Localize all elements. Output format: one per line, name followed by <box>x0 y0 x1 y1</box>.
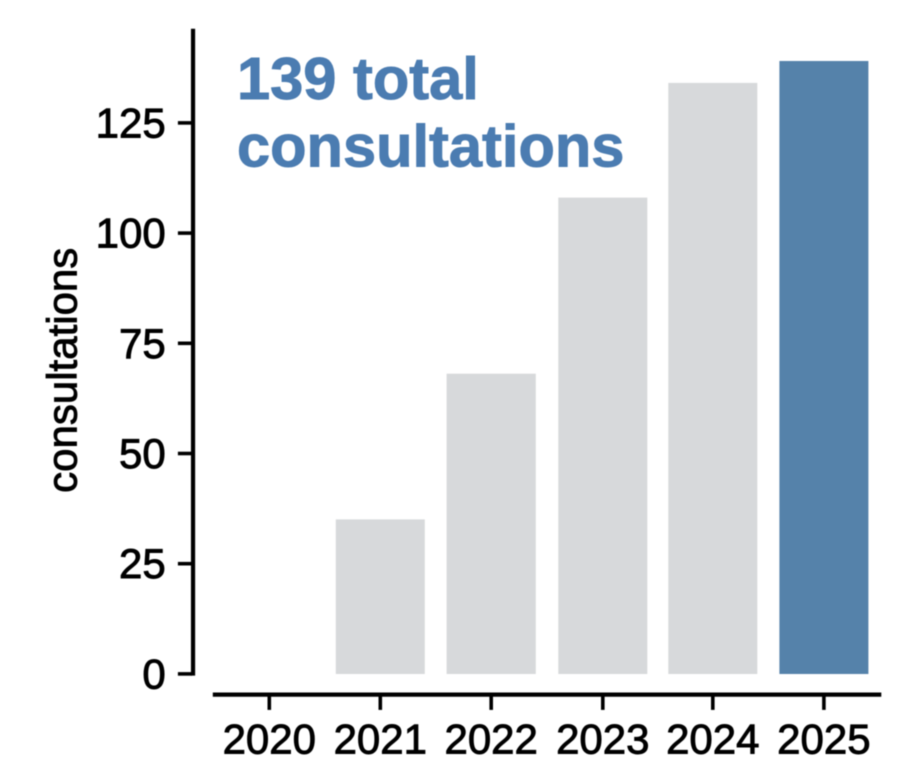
svg-text:consultations: consultations <box>237 113 624 180</box>
svg-text:2022: 2022 <box>444 716 537 763</box>
svg-text:75: 75 <box>119 320 166 367</box>
svg-text:2024: 2024 <box>666 716 759 763</box>
svg-text:100: 100 <box>96 210 166 257</box>
svg-text:139 total: 139 total <box>237 45 479 112</box>
svg-text:2023: 2023 <box>556 716 649 763</box>
svg-text:50: 50 <box>119 430 166 477</box>
svg-text:consultations: consultations <box>38 248 85 493</box>
svg-text:2021: 2021 <box>334 716 427 763</box>
svg-text:0: 0 <box>142 650 165 697</box>
svg-text:2025: 2025 <box>777 716 870 763</box>
svg-text:25: 25 <box>119 540 166 587</box>
svg-text:2020: 2020 <box>223 716 316 763</box>
svg-text:125: 125 <box>96 99 166 146</box>
